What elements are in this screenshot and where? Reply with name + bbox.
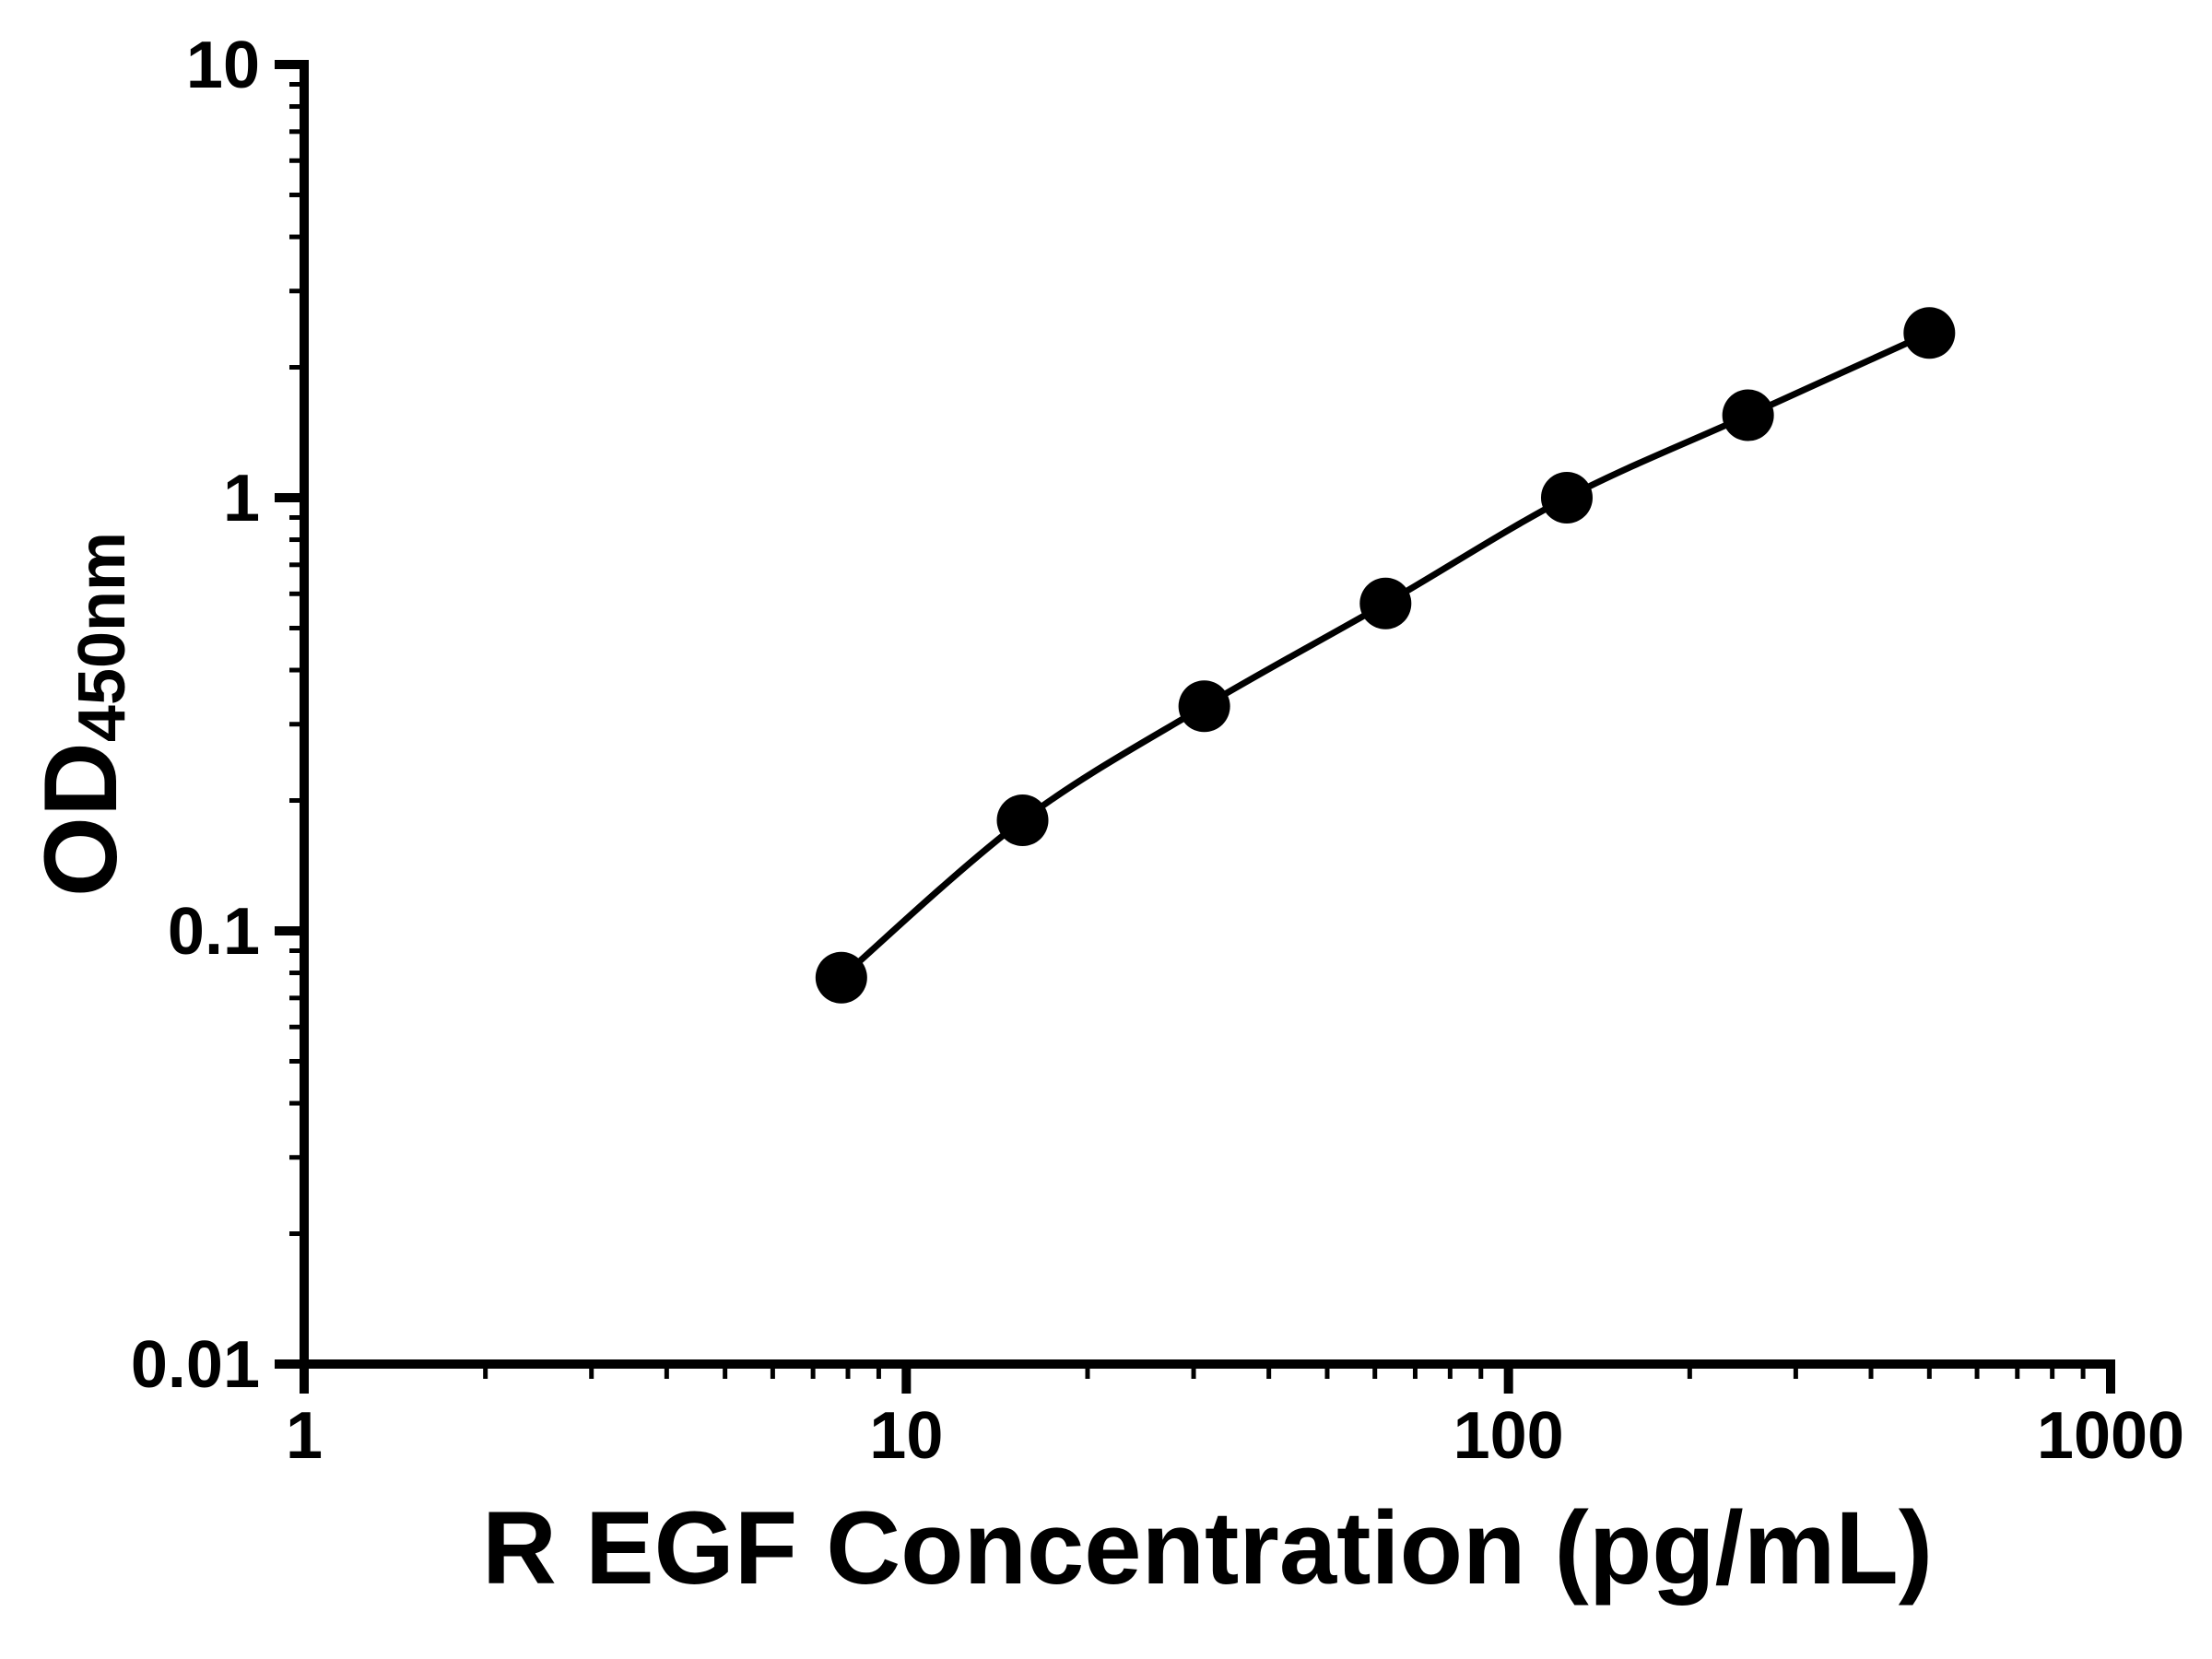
y-axis-title-main: OD <box>23 742 138 898</box>
x-axis-title: R EGF Concentration (pg/mL) <box>481 1490 1934 1606</box>
x-tick-label: 100 <box>1453 1399 1564 1473</box>
x-tick-label: 1 <box>286 1399 323 1473</box>
y-tick-label: 0.1 <box>168 895 260 969</box>
axis-spines <box>300 60 2115 1369</box>
data-point-marker <box>996 794 1049 847</box>
x-tick-label: 10 <box>869 1399 943 1473</box>
data-point-marker <box>1540 472 1593 524</box>
x-tick-label: 1000 <box>2037 1399 2184 1473</box>
data-point-marker <box>1722 389 1774 441</box>
data-point-marker <box>1903 307 1956 359</box>
y-tick-label: 0.01 <box>131 1328 260 1402</box>
data-point-marker <box>1359 577 1412 629</box>
y-axis-title-sub: 450nm <box>65 531 139 743</box>
y-tick-label: 10 <box>186 29 260 102</box>
data-point-marker <box>1178 680 1230 733</box>
data-point-marker <box>815 951 867 1004</box>
y-axis-title: OD450nm <box>23 532 139 897</box>
y-tick-label: 1 <box>223 462 260 535</box>
